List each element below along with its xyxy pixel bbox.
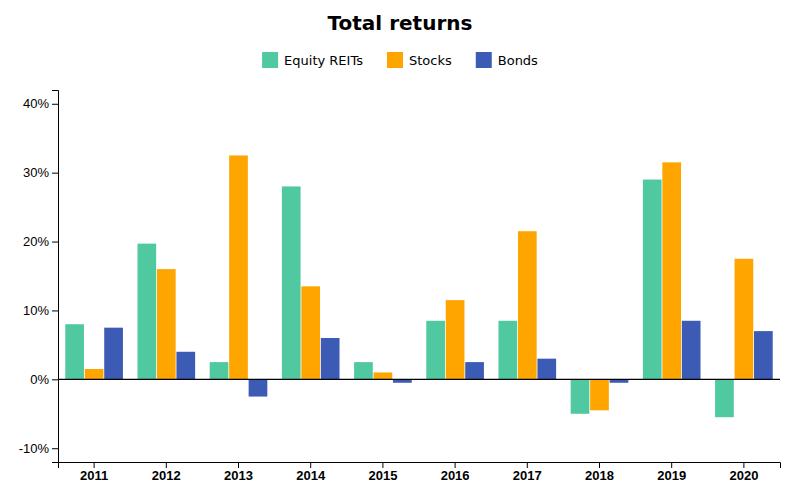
tick-mark — [52, 379, 58, 380]
bar — [682, 321, 701, 380]
bar — [735, 259, 754, 380]
bar — [229, 155, 248, 379]
legend-swatch — [387, 52, 403, 68]
x-tick: 2020 — [729, 462, 758, 483]
tick-label: 2016 — [441, 468, 470, 483]
title: Total returns — [328, 11, 473, 35]
bar — [446, 300, 465, 379]
y-tick: 0% — [30, 372, 58, 387]
bar — [137, 244, 156, 380]
bar — [65, 324, 84, 379]
bar — [210, 362, 229, 379]
x-tick: 2019 — [657, 462, 686, 483]
bar-series — [85, 155, 753, 410]
bar — [754, 331, 773, 379]
bar-series — [65, 180, 733, 418]
bar — [157, 269, 176, 379]
y-tick: 30% — [23, 165, 58, 180]
legend-label: Equity REITs — [284, 53, 363, 68]
tick-label: 2020 — [729, 468, 758, 483]
x-tick: 2014 — [296, 462, 326, 483]
tick-label: 2011 — [80, 468, 108, 483]
y-tick: 40% — [23, 96, 58, 111]
legend-item: Equity REITs — [262, 52, 363, 68]
tick-label: 2012 — [152, 468, 181, 483]
tick-label: 2015 — [368, 468, 397, 483]
bar — [590, 379, 609, 410]
y-axis: -10% 0% 10% 20% 30% 40% — [19, 91, 59, 463]
bar — [465, 362, 484, 379]
bar — [374, 372, 393, 379]
bar — [518, 231, 537, 379]
bar — [643, 180, 662, 380]
tick-mark — [599, 462, 600, 468]
tick-label: 2013 — [224, 468, 253, 483]
bars — [65, 155, 772, 417]
tick-mark — [455, 462, 456, 468]
x-tick: 2016 — [441, 462, 470, 483]
y-tick: -10% — [19, 441, 58, 456]
legend-label: Bonds — [498, 53, 538, 68]
tick-label: 2017 — [513, 468, 542, 483]
chart: -10%0%10%20%30%40%2011201220132014201520… — [0, 0, 800, 498]
bar-series — [104, 321, 772, 397]
bar — [715, 379, 734, 417]
tick-mark — [52, 173, 58, 174]
x-tick: 2013 — [224, 462, 253, 483]
tick-label: 2019 — [657, 468, 686, 483]
y-tick: 10% — [23, 303, 58, 318]
bar — [426, 321, 445, 380]
y-tick: 20% — [23, 234, 58, 249]
bar — [321, 338, 340, 379]
zero-line — [58, 379, 780, 380]
tick-label: 10% — [23, 303, 49, 318]
legend-item: Bonds — [476, 52, 538, 68]
tick-mark — [94, 462, 95, 468]
bar — [354, 362, 373, 379]
tick-mark — [52, 310, 58, 311]
x-axis: 2011 2012 2013 2014 2015 2016 2017 2018 2019 2020 — [59, 462, 781, 483]
tick-mark — [52, 448, 58, 449]
bar — [282, 186, 301, 379]
axis-line — [52, 91, 59, 463]
bar — [537, 359, 556, 380]
legend-item: Stocks — [387, 52, 452, 68]
tick-label: -10% — [19, 441, 50, 456]
tick-mark — [166, 462, 167, 468]
bar — [176, 352, 195, 380]
tick-label: 40% — [23, 96, 49, 111]
tick-mark — [52, 242, 58, 243]
tick-mark — [382, 462, 383, 468]
legend-label: Stocks — [409, 53, 452, 68]
bar — [498, 321, 517, 380]
tick-mark — [52, 104, 58, 105]
x-tick: 2015 — [368, 462, 397, 483]
plot: -10%0%10%20%30%40%2011201220132014201520… — [19, 91, 781, 484]
tick-label: 0% — [30, 372, 49, 387]
tick-mark — [238, 462, 239, 468]
bar — [249, 379, 268, 396]
bar — [571, 379, 590, 413]
x-tick: 2012 — [152, 462, 181, 483]
bar — [85, 369, 104, 379]
tick-mark — [527, 462, 528, 468]
tick-label: 20% — [23, 234, 49, 249]
tick-mark — [310, 462, 311, 468]
tick-label: 2018 — [585, 468, 614, 483]
legend-swatch — [262, 52, 278, 68]
tick-mark — [743, 462, 744, 468]
tick-label: 2014 — [296, 468, 326, 483]
bar — [662, 162, 681, 379]
tick-mark — [671, 462, 672, 468]
tick-label: 30% — [23, 165, 49, 180]
x-tick: 2017 — [513, 462, 542, 483]
legend-swatch — [476, 52, 492, 68]
bar — [104, 328, 123, 380]
bar — [301, 286, 320, 379]
x-tick: 2018 — [585, 462, 614, 483]
axis-line — [59, 463, 781, 469]
x-tick: 2011 — [80, 462, 108, 483]
legend: Equity REITs Stocks Bonds — [262, 52, 538, 68]
